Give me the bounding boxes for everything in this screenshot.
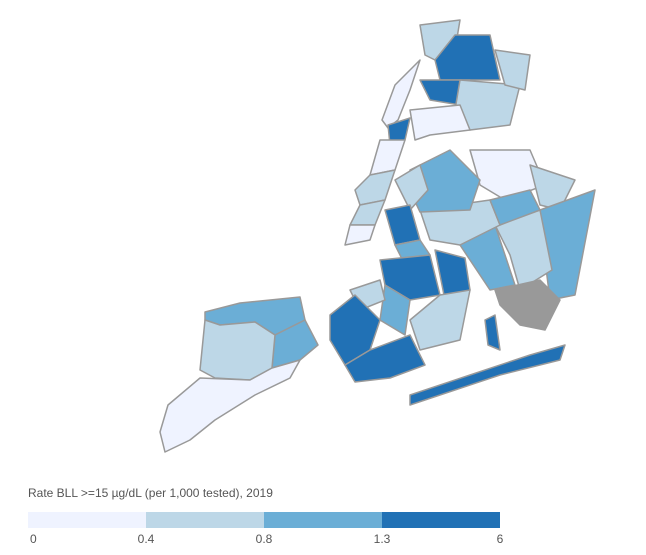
legend-tick-label: 0.4 [138, 532, 155, 546]
legend-tick-label: 0.8 [256, 532, 273, 546]
legend-tick-label: 0 [30, 532, 37, 546]
region [409, 344, 566, 406]
region [344, 334, 426, 383]
region [344, 224, 376, 246]
legend-tick-label: 6 [497, 532, 504, 546]
region [539, 189, 596, 301]
region [409, 289, 471, 351]
region [354, 169, 396, 206]
legend-swatch [264, 512, 382, 528]
region [349, 199, 386, 226]
region [489, 189, 541, 226]
region [394, 164, 429, 211]
region [379, 284, 411, 336]
region [494, 49, 531, 91]
legend-title: Rate BLL >=15 µg/dL (per 1,000 tested), … [28, 486, 273, 500]
region [199, 319, 276, 381]
legend-swatch [28, 512, 146, 528]
legend-tick-label: 1.3 [374, 532, 391, 546]
legend-swatch [146, 512, 264, 528]
region [379, 254, 441, 301]
region [159, 359, 301, 453]
region [409, 104, 471, 141]
region [384, 204, 421, 246]
legend-swatch [382, 512, 500, 528]
no-data-region [494, 279, 561, 331]
legend: 0 0.4 0.8 1.3 6 [28, 512, 504, 546]
region [369, 139, 406, 176]
region [484, 314, 501, 351]
choropleth-map [159, 19, 596, 453]
